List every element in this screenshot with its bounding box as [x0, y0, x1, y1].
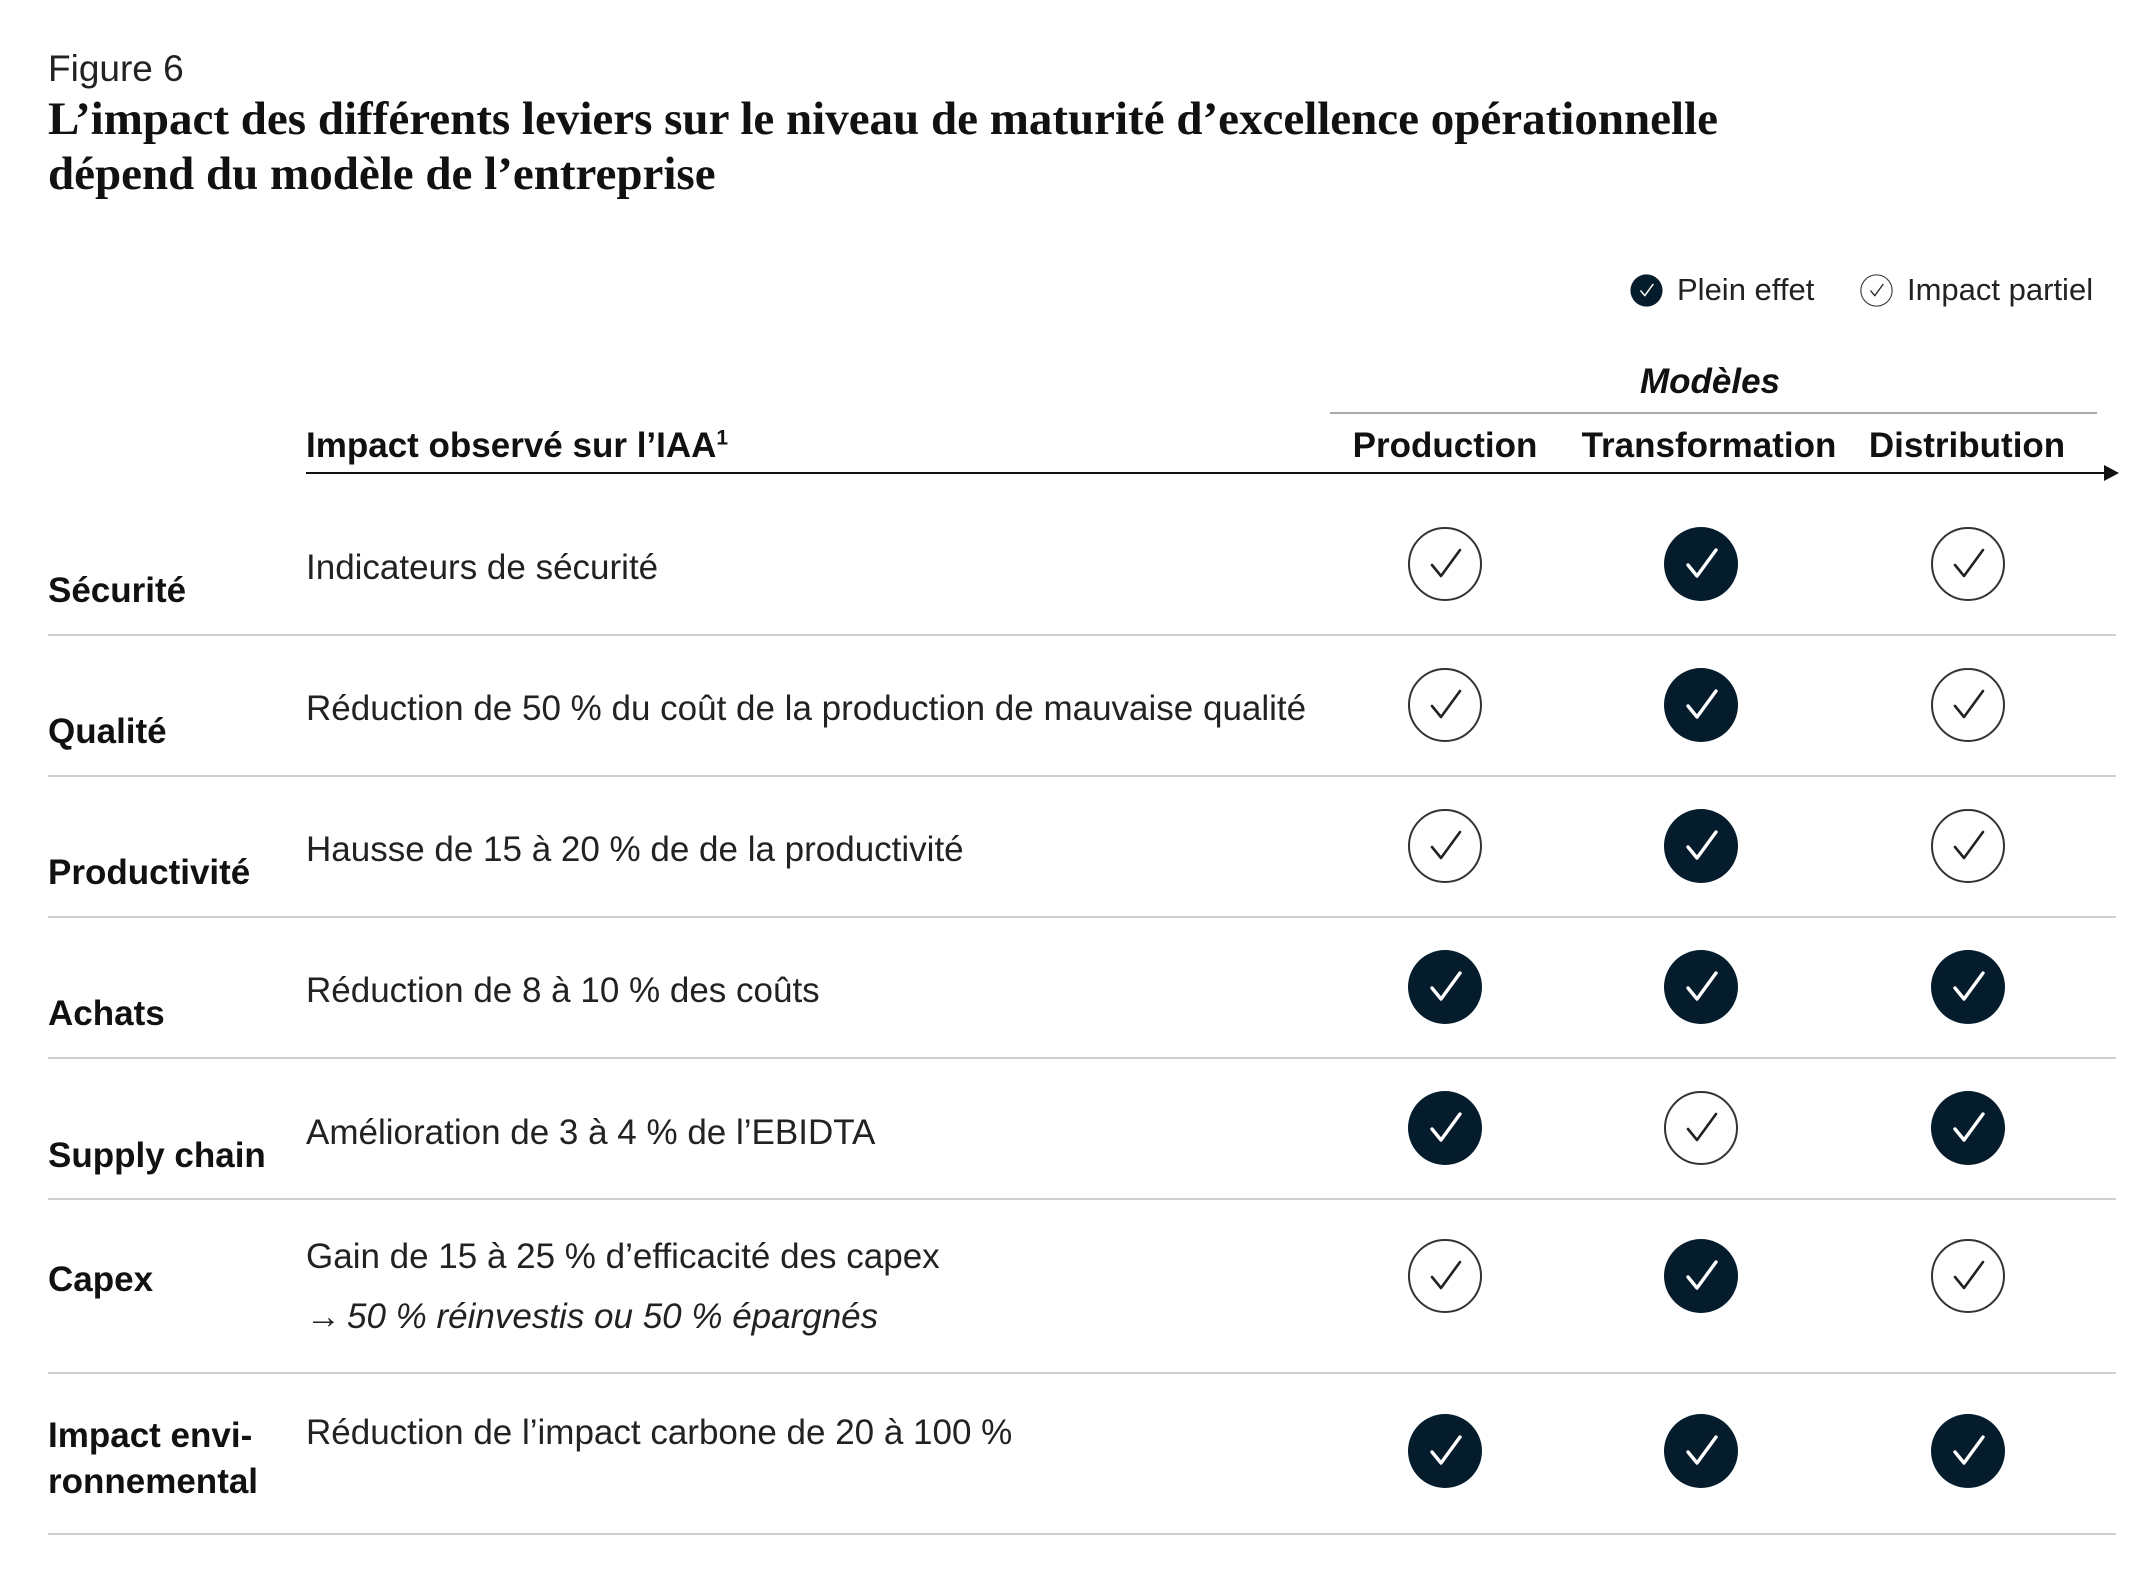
row-divider — [48, 1057, 2116, 1059]
filled-check-circle-icon — [1930, 1090, 2006, 1166]
figure-title-line-1: L’impact des différents leviers sur le n… — [48, 93, 1718, 145]
lever-label: Sécurité — [48, 571, 187, 610]
filled-check-circle-icon — [1663, 1413, 1739, 1489]
filled-check-circle-icon — [1663, 667, 1739, 743]
lever-label: Impact envi- ronnemental — [48, 1416, 259, 1501]
outline-check-circle-icon — [1407, 667, 1483, 743]
row-divider — [48, 916, 2116, 918]
impact-description: Amélioration de 3 à 4 % de l’EBIDTA — [306, 1110, 875, 1156]
figure-label: Figure 6 — [48, 48, 184, 89]
impact-description: Réduction de 50 % du coût de la producti… — [306, 686, 1306, 732]
impact-text: Réduction de 8 à 10 % des coûts — [306, 971, 820, 1010]
impact-header-label: Impact observé sur l’IAA — [306, 426, 717, 465]
filled-check-circle-icon — [1663, 1238, 1739, 1314]
lever-label: Achats — [48, 994, 165, 1033]
outline-check-circle-icon — [1407, 526, 1483, 602]
outline-check-circle-icon — [1930, 1238, 2006, 1314]
models-title: Modèles — [1639, 362, 1781, 401]
filled-check-circle-icon — [1663, 949, 1739, 1025]
models-divider — [1330, 412, 2097, 414]
figure-title-line-2: dépend du modèle de l’entreprise — [48, 148, 716, 200]
row-divider — [48, 634, 2116, 636]
legend-partial-impact: Impact partiel — [1860, 268, 2093, 312]
impact-text: Réduction de l’impact carbone de 20 à 10… — [306, 1413, 1013, 1452]
column-header-distribution: Distribution — [1868, 426, 2066, 465]
impact-column-header: Impact observé sur l’IAA1 — [306, 426, 728, 466]
lever-label: Productivité — [48, 853, 251, 892]
legend-full-effect: Plein effet — [1630, 268, 1814, 312]
row-divider — [48, 775, 2116, 777]
row-divider — [48, 1372, 2116, 1374]
outline-check-circle-icon — [1407, 808, 1483, 884]
row-divider — [48, 1198, 2116, 1200]
row-divider — [48, 1533, 2116, 1535]
arrow-right-icon — [2104, 465, 2119, 481]
impact-text: Réduction de 50 % du coût de la producti… — [306, 689, 1307, 728]
filled-check-circle-icon — [1663, 526, 1739, 602]
filled-check-circle-icon — [1407, 949, 1483, 1025]
legend-full-label: Plein effet — [1677, 272, 1815, 307]
impact-subtext: → 50 % réinvestis ou 50 % épargnés — [306, 1294, 940, 1340]
impact-description: Indicateurs de sécurité — [306, 545, 658, 591]
outline-check-circle-icon — [1930, 526, 2006, 602]
impact-text: Indicateurs de sécurité — [306, 548, 659, 587]
impact-subtext-label: 50 % réinvestis ou 50 % épargnés — [347, 1297, 879, 1336]
arrow-right-icon: → — [306, 1297, 341, 1336]
filled-check-circle-icon — [1407, 1413, 1483, 1489]
outline-check-circle-icon — [1407, 1238, 1483, 1314]
filled-check-circle-icon — [1930, 1413, 2006, 1489]
outline-check-circle-icon — [1930, 667, 2006, 743]
filled-check-circle-icon — [1663, 808, 1739, 884]
figure-title: L’impact des différents leviers sur le n… — [48, 92, 2008, 202]
impact-text: Hausse de 15 à 20 % de de la productivit… — [306, 830, 964, 869]
impact-text: Gain de 15 à 25 % d’efficacité des capex — [306, 1237, 940, 1276]
impact-text: Amélioration de 3 à 4 % de l’EBIDTA — [306, 1113, 876, 1152]
lever-label: Qualité — [48, 712, 167, 751]
lever-label: Capex — [48, 1260, 154, 1299]
impact-description: Réduction de l’impact carbone de 20 à 10… — [306, 1410, 1012, 1456]
outline-check-circle-icon — [1860, 273, 1893, 307]
impact-footnote-marker: 1 — [716, 426, 729, 450]
column-header-transformation: Transformation — [1581, 426, 1837, 465]
lever-label: Supply chain — [48, 1136, 266, 1175]
impact-description: Gain de 15 à 25 % d’efficacité des capex… — [306, 1234, 940, 1340]
outline-check-circle-icon — [1663, 1090, 1739, 1166]
impact-description: Réduction de 8 à 10 % des coûts — [306, 968, 820, 1014]
column-header-production: Production — [1352, 426, 1538, 465]
header-axis-line — [306, 472, 2106, 474]
legend-partial-label: Impact partiel — [1907, 272, 2094, 307]
filled-check-circle-icon — [1407, 1090, 1483, 1166]
outline-check-circle-icon — [1930, 808, 2006, 884]
filled-check-circle-icon — [1630, 273, 1663, 307]
filled-check-circle-icon — [1930, 949, 2006, 1025]
impact-description: Hausse de 15 à 20 % de de la productivit… — [306, 827, 964, 873]
